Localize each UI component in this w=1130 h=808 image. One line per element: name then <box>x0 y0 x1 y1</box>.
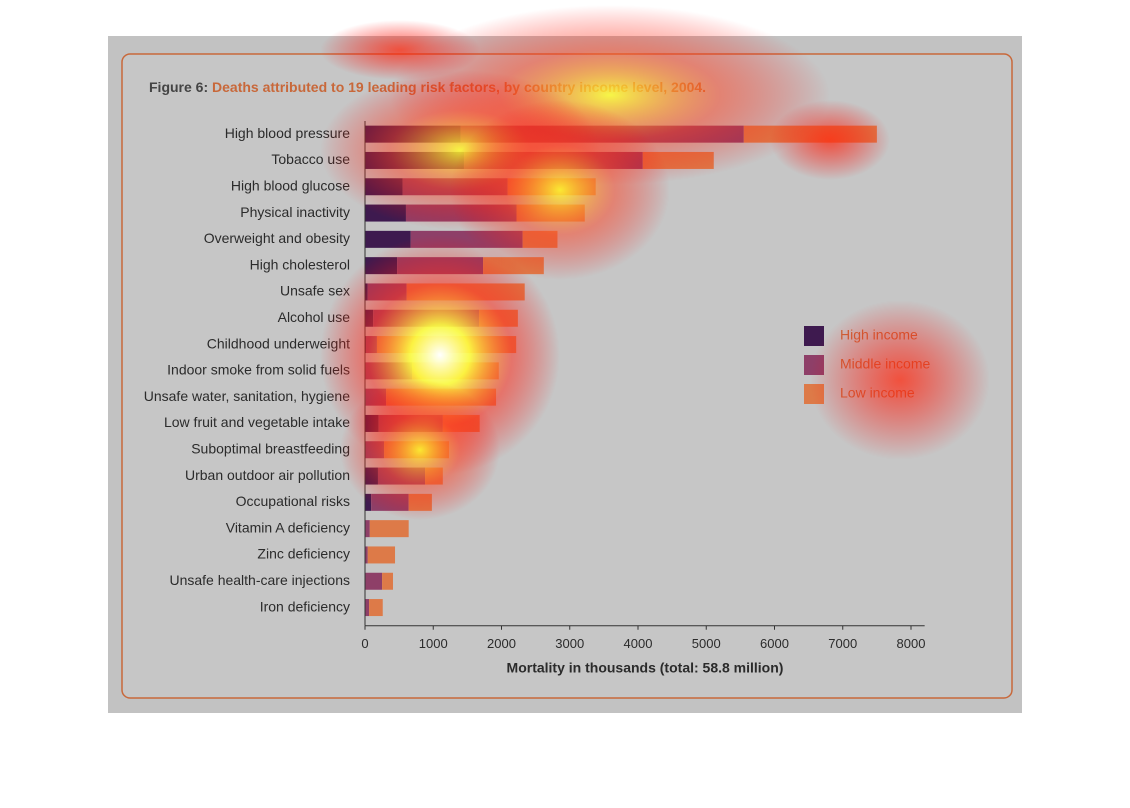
y-tick-label: Zinc deficiency <box>257 546 350 562</box>
y-tick-label: Urban outdoor air pollution <box>185 467 350 483</box>
bar-segment <box>376 336 517 354</box>
legend-swatch <box>804 326 824 346</box>
bar-segment <box>522 230 558 248</box>
x-axis-label: Mortality in thousands (total: 58.8 mill… <box>507 660 784 676</box>
bar-segment <box>365 257 398 275</box>
bar-segment <box>406 283 525 301</box>
bar-segment <box>365 599 370 617</box>
x-tick-label: 4000 <box>624 636 653 651</box>
bar-segment <box>507 178 596 196</box>
bar-segment <box>365 230 411 248</box>
bar-segment <box>365 441 385 459</box>
x-tick-label: 2000 <box>487 636 516 651</box>
x-tick-label: 6000 <box>760 636 789 651</box>
x-tick-label: 3000 <box>555 636 584 651</box>
bar-segment <box>460 125 744 143</box>
bar-segment <box>373 309 479 327</box>
x-tick-label: 8000 <box>897 636 926 651</box>
bar-segment <box>410 230 523 248</box>
bar-segment <box>365 414 379 432</box>
y-tick-label: Tobacco use <box>271 151 350 167</box>
y-tick-label: High cholesterol <box>250 256 350 272</box>
bar-segment <box>365 309 374 327</box>
x-tick-label: 1000 <box>419 636 448 651</box>
bar-segment <box>365 572 383 590</box>
bar-segment <box>377 467 426 485</box>
y-tick-label: Childhood underweight <box>207 335 350 351</box>
x-tick-label: 0 <box>361 636 368 651</box>
bar-segment <box>402 178 508 196</box>
bar-segment <box>365 362 413 380</box>
y-tick-label: High blood pressure <box>225 125 351 141</box>
y-tick-label: Iron deficiency <box>260 598 350 614</box>
bar-segment <box>365 493 372 511</box>
bar-segment <box>743 125 877 143</box>
bar-segment <box>642 151 714 169</box>
legend-label: Middle income <box>840 356 930 372</box>
bar-segment <box>369 520 409 538</box>
bar-segment <box>365 151 464 169</box>
bar-segment <box>365 520 370 538</box>
legend-swatch <box>804 384 824 404</box>
bar-segment <box>365 178 403 196</box>
bar-segment <box>384 441 449 459</box>
bar-segment <box>365 388 387 406</box>
y-tick-label: Suboptimal breastfeeding <box>191 440 350 456</box>
y-tick-label: Indoor smoke from solid fuels <box>167 362 350 378</box>
figure-label: Figure 6: <box>149 79 208 95</box>
chart-title: Deaths attributed to 19 leading risk fac… <box>212 79 706 95</box>
bar-segment <box>365 125 461 143</box>
y-tick-label: Unsafe health-care injections <box>169 572 350 588</box>
y-tick-label: Low fruit and vegetable intake <box>164 414 350 430</box>
bar-segment <box>516 204 585 222</box>
legend-label: Low income <box>840 385 915 401</box>
y-tick-label: Overweight and obesity <box>204 230 350 246</box>
x-tick-label: 7000 <box>828 636 857 651</box>
bar-segment <box>367 283 407 301</box>
bar-segment <box>463 151 643 169</box>
legend-swatch <box>804 355 824 375</box>
y-tick-label: Vitamin A deficiency <box>226 519 350 535</box>
y-tick-label: Occupational risks <box>236 493 350 509</box>
y-tick-label: Alcohol use <box>278 309 351 325</box>
bar-segment <box>425 467 443 485</box>
bar-segment <box>478 309 518 327</box>
bar-segment <box>365 546 368 564</box>
y-tick-label: Unsafe water, sanitation, hygiene <box>144 388 350 404</box>
bar-segment <box>371 493 409 511</box>
bar-segment <box>408 493 432 511</box>
bar-segment <box>365 467 378 485</box>
y-tick-label: High blood glucose <box>231 177 350 193</box>
bar-segment <box>369 599 383 617</box>
y-tick-label: Unsafe sex <box>280 283 350 299</box>
bar-segment <box>378 414 443 432</box>
title: Figure 6: Deaths attributed to 19 leadin… <box>149 79 706 95</box>
legend-label: High income <box>840 327 918 343</box>
bar-segment <box>412 362 499 380</box>
bar-segment <box>386 388 497 406</box>
bar-segment <box>442 414 480 432</box>
bar-segment <box>367 546 396 564</box>
bar-segment <box>397 257 484 275</box>
bar-segment <box>365 204 406 222</box>
x-tick-label: 5000 <box>692 636 721 651</box>
bar-segment <box>405 204 517 222</box>
bar-segment <box>366 336 377 354</box>
bar-segment <box>382 572 393 590</box>
bar-segment <box>483 257 544 275</box>
y-tick-label: Physical inactivity <box>240 204 350 220</box>
